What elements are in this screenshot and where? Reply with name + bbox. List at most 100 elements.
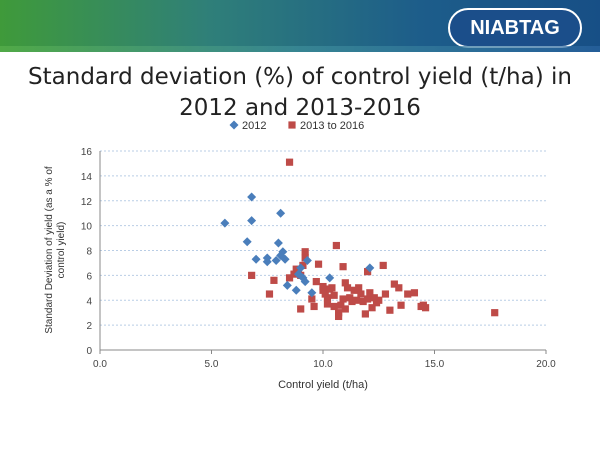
point-2012 bbox=[220, 218, 230, 228]
point-2013-to-2016 bbox=[323, 294, 332, 302]
gridlines bbox=[100, 150, 546, 326]
point-2012 bbox=[271, 255, 281, 265]
point-2013-to-2016 bbox=[330, 302, 338, 311]
point-2012 bbox=[247, 192, 257, 202]
y-tick-label: 10 bbox=[81, 222, 93, 233]
point-2013-to-2016 bbox=[323, 300, 332, 308]
y-axis-label-line1: Standard Deviation of yield (as a % of bbox=[44, 166, 55, 334]
point-2013-to-2016 bbox=[248, 271, 256, 279]
point-2013-to-2016 bbox=[421, 304, 430, 312]
legend-marker-0 bbox=[229, 120, 239, 130]
x-tick-label: 5.0 bbox=[205, 359, 219, 370]
point-2013-to-2016 bbox=[370, 294, 378, 302]
axes bbox=[99, 151, 547, 354]
y-tick-label: 6 bbox=[86, 271, 92, 282]
point-2012 bbox=[273, 238, 283, 248]
y-tick-label: 2 bbox=[86, 321, 92, 332]
point-2012 bbox=[276, 208, 286, 218]
point-2012 bbox=[291, 285, 301, 295]
point-2013-to-2016 bbox=[491, 309, 499, 317]
point-2012 bbox=[302, 255, 312, 265]
point-2013-to-2016 bbox=[364, 268, 372, 276]
point-2013-to-2016 bbox=[301, 254, 309, 262]
point-2012 bbox=[280, 254, 290, 264]
point-2013-to-2016 bbox=[335, 309, 343, 317]
point-2012 bbox=[296, 263, 306, 273]
point-2013-to-2016 bbox=[341, 279, 349, 287]
y-axis-label-line2: control yield) bbox=[56, 222, 67, 279]
point-2012 bbox=[247, 216, 257, 226]
point-2013-to-2016 bbox=[270, 276, 278, 284]
point-2013-to-2016 bbox=[348, 297, 356, 306]
point-2013-to-2016 bbox=[343, 284, 352, 292]
point-2013-to-2016 bbox=[328, 284, 336, 292]
y-tick-label: 0 bbox=[86, 346, 92, 357]
point-2013-to-2016 bbox=[312, 277, 320, 286]
point-2013-to-2016 bbox=[355, 284, 363, 292]
point-2013-to-2016 bbox=[410, 289, 419, 297]
tick-labels: 0 2 4 6 8 10 12 14 16 0.0 5.0 10.0 15.0 20.0 bbox=[81, 147, 556, 370]
point-2013-to-2016 bbox=[310, 302, 318, 311]
point-2013-to-2016 bbox=[368, 304, 376, 312]
point-2013-to-2016 bbox=[265, 290, 274, 298]
point-2012 bbox=[300, 277, 310, 287]
point-2013-to-2016 bbox=[285, 274, 294, 282]
point-2013-to-2016 bbox=[339, 263, 347, 271]
point-2013-to-2016 bbox=[308, 295, 316, 303]
point-2012 bbox=[365, 263, 375, 273]
y-tick-label: 8 bbox=[86, 247, 92, 258]
point-2012 bbox=[262, 257, 272, 267]
point-2013-to-2016 bbox=[372, 299, 381, 307]
chart-title-line2: 2012 and 2013-2016 bbox=[179, 95, 421, 121]
point-2013-to-2016 bbox=[364, 295, 372, 303]
y-tick-label: 16 bbox=[81, 147, 93, 158]
x-tick-label: 20.0 bbox=[536, 359, 556, 370]
point-2013-to-2016 bbox=[297, 305, 305, 313]
point-2013-to-2016 bbox=[395, 284, 403, 292]
point-2013-to-2016 bbox=[359, 297, 367, 306]
point-2013-to-2016 bbox=[390, 280, 398, 288]
y-tick-label: 4 bbox=[86, 296, 92, 307]
legend: 2012 2013 to 2016 bbox=[229, 120, 364, 132]
point-2013-to-2016 bbox=[404, 290, 412, 298]
data-points bbox=[220, 158, 499, 321]
point-2013-to-2016 bbox=[319, 282, 327, 291]
point-2013-to-2016 bbox=[366, 289, 374, 297]
point-2013-to-2016 bbox=[346, 294, 354, 302]
point-2012 bbox=[251, 254, 261, 264]
point-2013-to-2016 bbox=[285, 158, 294, 166]
legend-label-0: 2012 bbox=[242, 120, 266, 132]
y-tick-label: 14 bbox=[81, 172, 93, 183]
point-2013-to-2016 bbox=[397, 301, 405, 309]
header-banner: NIABTAG bbox=[0, 0, 600, 52]
point-2013-to-2016 bbox=[335, 312, 343, 321]
point-2012 bbox=[325, 273, 335, 283]
point-2012 bbox=[242, 237, 252, 247]
point-2012 bbox=[307, 288, 317, 298]
legend-marker-1 bbox=[288, 121, 296, 129]
legend-label-1: 2013 to 2016 bbox=[300, 120, 364, 132]
point-2013-to-2016 bbox=[301, 248, 309, 256]
point-2012 bbox=[278, 247, 288, 257]
point-2013-to-2016 bbox=[357, 290, 365, 298]
point-2012 bbox=[282, 280, 292, 290]
x-tick-label: 10.0 bbox=[313, 359, 333, 370]
point-2013-to-2016 bbox=[350, 286, 358, 294]
point-2013-to-2016 bbox=[319, 286, 327, 294]
point-2013-to-2016 bbox=[314, 260, 323, 268]
point-2013-to-2016 bbox=[379, 261, 387, 270]
point-2013-to-2016 bbox=[337, 301, 345, 309]
point-2013-to-2016 bbox=[299, 261, 307, 270]
point-2013-to-2016 bbox=[361, 310, 369, 318]
point-2013-to-2016 bbox=[330, 291, 338, 299]
niabtag-logo: NIABTAG bbox=[448, 8, 582, 48]
x-axis-label: Control yield (t/ha) bbox=[278, 379, 368, 391]
point-2013-to-2016 bbox=[332, 241, 340, 250]
y-tick-label: 12 bbox=[81, 197, 93, 208]
point-2013-to-2016 bbox=[341, 305, 349, 313]
x-tick-label: 0.0 bbox=[93, 359, 107, 370]
point-2013-to-2016 bbox=[352, 296, 361, 304]
point-2013-to-2016 bbox=[321, 290, 329, 298]
point-2013-to-2016 bbox=[386, 306, 394, 314]
